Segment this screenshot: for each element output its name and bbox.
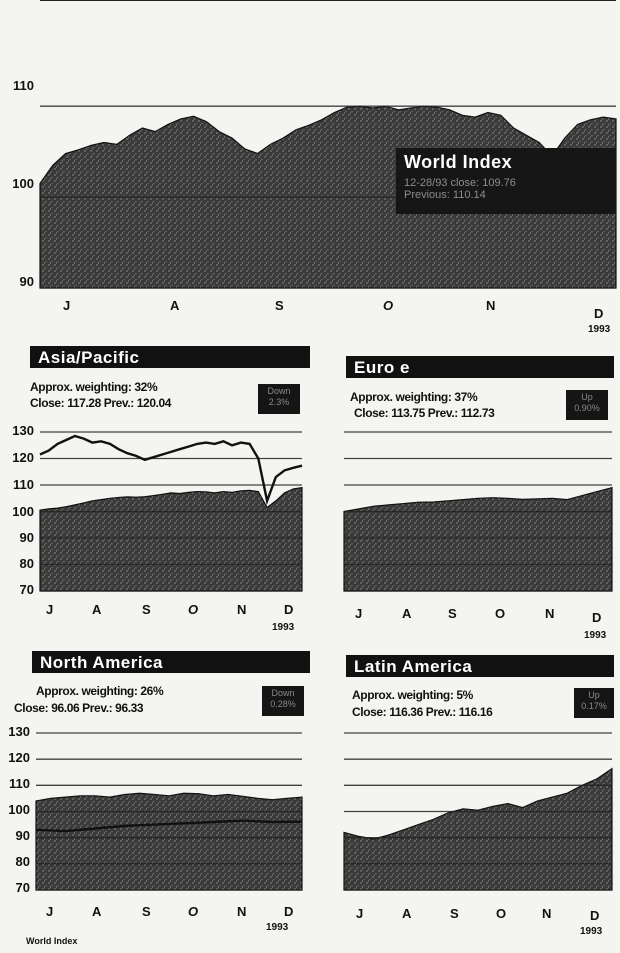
world-ytick: 110 [13, 78, 34, 93]
namerica-close-prev: Close: 96.06 Prev.: 96.33 [14, 701, 144, 715]
europe-close-prev: Close: 113.75 Prev.: 112.73 [354, 406, 495, 420]
world-prev-note: Previous: 110.14 [404, 189, 486, 201]
namerica-ytick: 120 [8, 750, 30, 765]
asia-ytick: 110 [13, 477, 34, 492]
asia-month: O [188, 602, 199, 617]
europe-month: S [448, 606, 457, 621]
world-month: O [383, 298, 394, 313]
world-month: D [594, 306, 604, 321]
latam-weighting: Approx. weighting: 5% [352, 688, 473, 702]
namerica-badge-percent: 0.28% [270, 699, 296, 709]
latam-badge-percent: 0.17% [581, 701, 607, 711]
asia-area [39, 486, 303, 592]
europe-area [343, 486, 613, 592]
latam-change-badge: Up 0.17% [574, 688, 614, 718]
namerica-month: N [237, 904, 247, 919]
namerica-change-badge: Down 0.28% [262, 686, 304, 716]
namerica-line [35, 819, 303, 833]
namerica-weighting: Approx. weighting: 26% [36, 684, 164, 698]
latam-area [343, 767, 613, 891]
europe-month: J [355, 606, 363, 621]
namerica-month: A [92, 904, 102, 919]
asia-badge-direction: Down [267, 386, 291, 396]
namerica-ytick: 130 [8, 724, 30, 739]
asia-badge-percent: 2.3% [268, 397, 290, 407]
latam-month: O [496, 906, 507, 921]
latam-title: Latin America [346, 655, 614, 677]
namerica-ytick: 80 [15, 854, 30, 869]
asia-title: Asia/Pacific [30, 346, 310, 368]
world-ytick: 90 [19, 274, 34, 289]
asia-month: S [142, 602, 151, 617]
europe-month: O [495, 606, 506, 621]
latam-close-prev: Close: 116.36 Prev.: 116.16 [352, 705, 493, 719]
footer-source: World Index [26, 936, 78, 946]
europe-weighting: Approx. weighting: 37% [350, 390, 478, 404]
asia-year: 1993 [272, 622, 295, 633]
asia-ytick: 90 [19, 530, 34, 545]
namerica-month: J [46, 904, 54, 919]
latam-month: N [542, 906, 552, 921]
namerica-badge-direction: Down [271, 688, 295, 698]
asia-ytick: 130 [12, 423, 34, 438]
europe-year: 1993 [584, 630, 607, 641]
asia-month: D [284, 602, 294, 617]
asia-close-prev: Close: 117.28 Prev.: 120.04 [30, 396, 172, 410]
world-title: World Index [404, 152, 513, 172]
world-ytick: 100 [12, 176, 34, 191]
world-close-note: 12-28/93 close: 109.76 [404, 177, 516, 189]
namerica-area [35, 792, 303, 891]
namerica-year: 1993 [266, 922, 289, 933]
world-month: A [170, 298, 180, 313]
namerica-month: D [284, 904, 294, 919]
asia-ytick: 100 [12, 504, 34, 519]
asia-ytick: 70 [19, 582, 34, 597]
asia-change-badge: Down 2.3% [258, 384, 300, 414]
namerica-title: North America [32, 651, 310, 673]
world-year: 1993 [588, 324, 611, 335]
namerica-month: O [188, 904, 199, 919]
europe-badge-percent: 0.90% [574, 403, 600, 413]
world-month: J [63, 298, 71, 313]
world-month: N [486, 298, 496, 313]
asia-month: J [46, 602, 54, 617]
namerica-ytick: 70 [15, 880, 30, 895]
europe-month: N [545, 606, 555, 621]
europe-badge-direction: Up [581, 392, 593, 402]
namerica-ytick: 100 [8, 802, 30, 817]
asia-month: N [237, 602, 247, 617]
asia-ytick: 80 [19, 556, 34, 571]
namerica-month: S [142, 904, 151, 919]
latam-year: 1993 [580, 926, 603, 937]
europe-change-badge: Up 0.90% [566, 390, 608, 420]
world-legend: World Index 12-28/93 close: 109.76 Previ… [396, 148, 616, 214]
latam-month: J [356, 906, 364, 921]
asia-ytick: 120 [12, 450, 34, 465]
asia-weighting: Approx. weighting: 32% [30, 380, 158, 394]
latam-month: S [450, 906, 459, 921]
europe-month: D [592, 610, 602, 625]
europe-month: A [402, 606, 412, 621]
asia-month: A [92, 602, 102, 617]
namerica-ytick: 90 [15, 828, 30, 843]
europe-title: Euro e [346, 356, 614, 378]
world-month: S [275, 298, 284, 313]
namerica-ytick: 110 [9, 776, 30, 791]
asia-line [39, 434, 303, 506]
latam-badge-direction: Up [588, 690, 600, 700]
latam-month: D [590, 908, 600, 923]
latam-month: A [402, 906, 412, 921]
